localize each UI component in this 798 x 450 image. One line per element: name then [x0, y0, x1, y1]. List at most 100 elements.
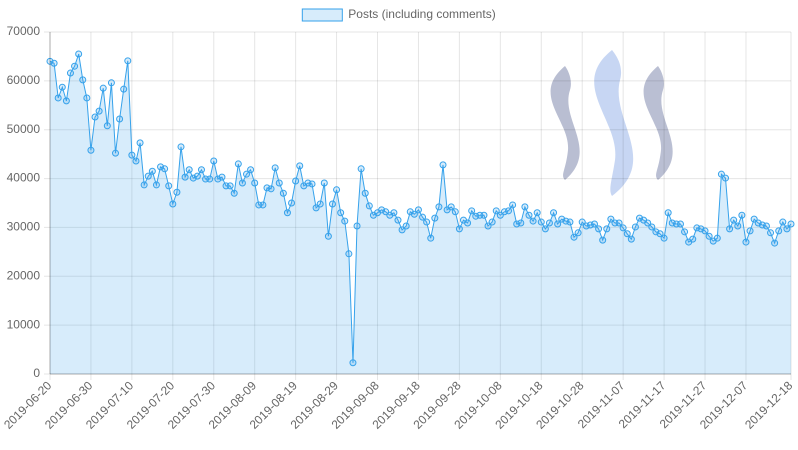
point [721, 174, 729, 182]
point [521, 203, 529, 211]
point [296, 162, 304, 170]
point [689, 235, 697, 243]
point [206, 175, 214, 183]
point [75, 50, 83, 58]
point [545, 219, 553, 227]
point [738, 211, 746, 219]
legend-label: Posts (including comments) [348, 7, 495, 21]
line [49, 53, 792, 363]
point [492, 207, 500, 215]
point [451, 208, 459, 216]
point [238, 179, 246, 187]
point [595, 225, 603, 233]
point [681, 228, 689, 236]
point [517, 219, 525, 227]
point [91, 113, 99, 121]
point [701, 227, 709, 235]
point [210, 157, 218, 165]
point [746, 227, 754, 235]
point [312, 204, 320, 212]
point [259, 201, 267, 209]
point [144, 172, 152, 180]
point [726, 225, 734, 233]
point [599, 236, 607, 244]
point [353, 222, 361, 230]
point [58, 83, 66, 91]
point [574, 229, 582, 237]
point [267, 185, 275, 193]
point [50, 59, 58, 67]
point [623, 230, 631, 238]
y-tick-label: 10000 [7, 317, 41, 331]
point [505, 207, 513, 215]
point [783, 225, 791, 233]
point [87, 146, 95, 154]
point [308, 180, 316, 188]
point [181, 173, 189, 181]
point [648, 223, 656, 231]
point [283, 209, 291, 217]
point [66, 69, 74, 77]
point [136, 139, 144, 147]
point [419, 213, 427, 221]
point [664, 209, 672, 217]
watermark-logo [550, 50, 673, 196]
point [631, 223, 639, 231]
point [79, 76, 87, 84]
point [619, 224, 627, 232]
point [99, 84, 107, 92]
point [730, 216, 738, 224]
y-tick-label: 60000 [7, 73, 41, 87]
point [488, 218, 496, 226]
point [423, 218, 431, 226]
point [656, 230, 664, 238]
point [271, 164, 279, 172]
point [132, 157, 140, 165]
point [54, 94, 62, 102]
point [173, 188, 181, 196]
point [71, 62, 79, 70]
y-tick-label: 30000 [7, 220, 41, 234]
point [398, 226, 406, 234]
point [537, 218, 545, 226]
point [615, 219, 623, 227]
point [247, 166, 255, 174]
point [509, 201, 517, 209]
point [361, 189, 369, 197]
point [120, 85, 128, 93]
point [750, 215, 758, 223]
point [566, 218, 574, 226]
y-tick-label: 0 [33, 366, 40, 380]
point [705, 232, 713, 240]
point [234, 160, 242, 168]
point [177, 143, 185, 151]
point [627, 235, 635, 243]
point [484, 222, 492, 230]
y-tick-label: 40000 [7, 171, 41, 185]
point [480, 211, 488, 219]
point [112, 149, 120, 157]
point [148, 167, 156, 175]
point [590, 220, 598, 228]
point [161, 165, 169, 173]
point [529, 217, 537, 225]
point [550, 209, 558, 217]
point [455, 225, 463, 233]
point [107, 79, 115, 87]
point [734, 222, 742, 230]
point [165, 182, 173, 190]
point [226, 182, 234, 190]
point [243, 170, 251, 178]
point [607, 215, 615, 223]
point [603, 225, 611, 233]
point [742, 238, 750, 246]
point [328, 200, 336, 208]
point [218, 173, 226, 181]
point [570, 233, 578, 241]
point [578, 218, 586, 226]
point [292, 177, 300, 185]
y-tick-label: 20000 [7, 268, 41, 282]
point [116, 115, 124, 123]
point [431, 214, 439, 222]
